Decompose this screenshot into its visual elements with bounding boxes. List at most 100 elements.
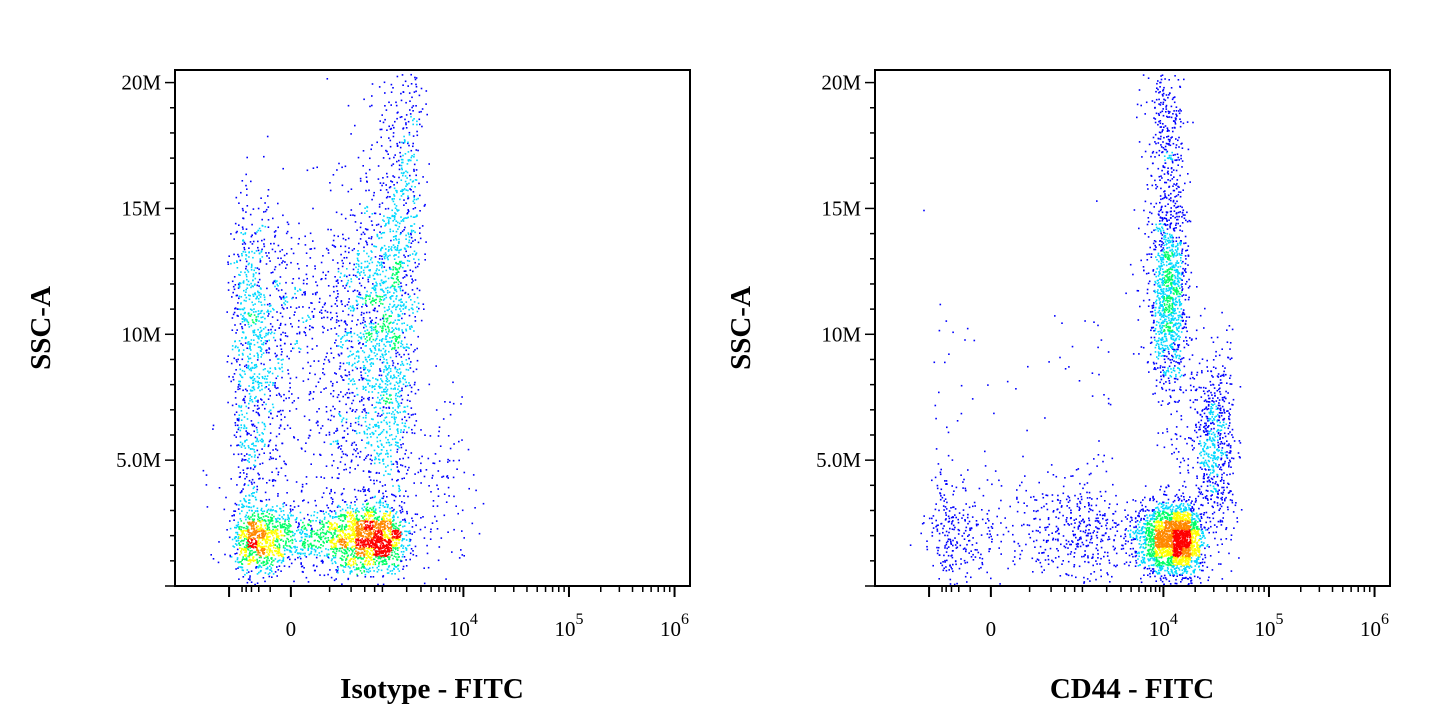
event-dot	[259, 334, 262, 337]
event-dot	[373, 528, 375, 531]
event-dot	[254, 583, 256, 586]
event-dot	[360, 311, 363, 314]
event-dot	[388, 533, 391, 535]
event-dot	[241, 548, 243, 551]
event-dot	[368, 427, 371, 430]
event-dot	[393, 348, 396, 350]
event-dot	[276, 546, 279, 549]
event-dot	[298, 332, 301, 335]
event-dot	[392, 285, 394, 287]
event-dot	[378, 550, 381, 552]
event-dot	[390, 443, 393, 446]
event-dot	[378, 553, 381, 555]
event-dot	[237, 358, 239, 361]
event-dot	[390, 522, 392, 525]
event-dot	[350, 188, 353, 190]
event-dot	[364, 330, 366, 332]
event-dot	[377, 223, 380, 226]
event-dot	[257, 383, 260, 386]
event-dot	[380, 302, 382, 305]
event-dot	[372, 377, 374, 379]
event-dot	[370, 444, 373, 447]
event-dot	[348, 532, 350, 535]
event-dot	[395, 370, 398, 373]
event-dot	[396, 479, 398, 482]
event-dot	[428, 383, 431, 386]
event-dot	[293, 437, 296, 439]
event-dot	[264, 539, 266, 541]
event-dot	[313, 548, 316, 551]
event-dot	[260, 507, 263, 510]
event-dot	[312, 326, 314, 329]
event-dot	[353, 395, 356, 397]
event-dot	[264, 210, 267, 213]
event-dot	[237, 287, 240, 289]
event-dot	[330, 533, 333, 535]
event-dot	[357, 548, 360, 550]
event-dot	[235, 294, 238, 297]
event-dot	[250, 523, 253, 525]
event-dot	[355, 529, 358, 531]
event-dot	[398, 385, 400, 388]
event-dot	[368, 423, 371, 426]
event-dot	[288, 540, 290, 543]
event-dot	[230, 556, 233, 558]
event-dot	[353, 214, 356, 217]
event-dot	[337, 571, 339, 574]
event-dot	[370, 351, 373, 353]
event-dot	[405, 565, 408, 567]
event-dot	[347, 544, 349, 546]
event-dot	[369, 557, 371, 560]
event-dot	[363, 541, 365, 544]
event-dot	[395, 535, 398, 538]
event-dot	[391, 331, 393, 333]
event-dot	[350, 539, 352, 542]
event-dot	[398, 251, 400, 254]
event-dot	[238, 534, 240, 536]
event-dot	[400, 560, 402, 563]
event-dot	[395, 268, 397, 271]
event-dot	[327, 252, 330, 254]
event-dot	[389, 286, 392, 289]
event-dot	[399, 289, 402, 292]
event-dot	[405, 305, 407, 308]
event-dot	[263, 561, 265, 564]
event-dot	[407, 210, 410, 213]
event-dot	[305, 320, 307, 322]
event-dot	[323, 554, 326, 557]
event-dot	[367, 544, 370, 546]
event-dot	[353, 519, 355, 521]
event-dot	[236, 418, 239, 420]
event-dot	[397, 537, 399, 540]
event-dot	[355, 541, 357, 544]
event-dot	[262, 477, 264, 480]
event-dot	[370, 576, 372, 578]
event-dot	[241, 539, 243, 542]
event-dot	[400, 429, 402, 431]
event-dot	[349, 507, 352, 509]
event-dot	[318, 552, 321, 554]
event-dot	[395, 537, 397, 540]
event-dot	[238, 224, 240, 226]
event-dot	[276, 280, 278, 282]
event-dot	[398, 528, 400, 531]
event-dot	[340, 319, 343, 322]
event-dot	[350, 554, 352, 556]
event-dot	[249, 347, 251, 350]
event-dot	[245, 300, 247, 302]
event-dot	[372, 515, 374, 517]
event-dot	[392, 322, 394, 324]
event-dot	[261, 376, 264, 378]
event-dot	[360, 535, 363, 537]
event-dot	[352, 214, 354, 216]
event-dot	[409, 327, 411, 330]
event-dot	[241, 326, 243, 328]
event-dot	[364, 320, 366, 323]
event-dot	[350, 335, 353, 338]
event-dot	[338, 539, 341, 541]
event-dot	[370, 341, 373, 343]
event-dot	[365, 341, 367, 343]
event-dot	[267, 388, 270, 390]
event-dot	[344, 369, 347, 371]
event-dot	[247, 343, 249, 345]
